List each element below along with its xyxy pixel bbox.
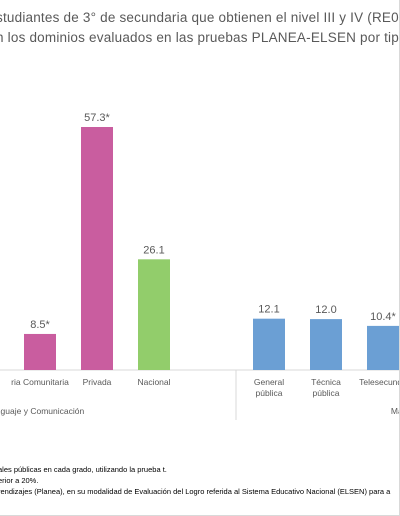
footnote-2: erior a 20%. [0,476,39,485]
group-label: nguaje y Comunicación [0,406,84,416]
bar [24,333,56,370]
category-label: pública [256,388,283,398]
group-label: Mat [391,406,400,416]
bar [253,318,285,370]
bar [138,259,170,370]
chart-title-line-1: studiantes de 3° de secundaria que obtie… [0,10,400,25]
bar [81,127,113,370]
chart-title-line-2: n los dominios evaluados en las pruebas … [0,30,400,45]
bar [310,319,342,370]
bar-value-label: 10.4* [370,311,396,323]
category-label: Técnica [311,377,341,387]
bar [367,325,399,370]
footnote-3: rendizajes (Planea), en su modalidad de … [0,487,391,496]
category-label: General [254,377,284,387]
footnote-1: ales públicas en cada grado, utilizando … [0,465,167,474]
bar-value-label: 12.1 [258,304,279,316]
bar-value-label: 12.0 [315,304,336,316]
category-label: pública [313,388,340,398]
category-label: Nacional [137,377,170,387]
bar-value-label: 8.5* [30,319,50,331]
category-label: Telesecunda [359,377,400,387]
bar-value-label: 26.1 [143,244,164,256]
bar-value-label: 57.3* [84,112,110,124]
category-label: ria Comunitaria [11,377,69,387]
category-label: Privada [83,377,112,387]
